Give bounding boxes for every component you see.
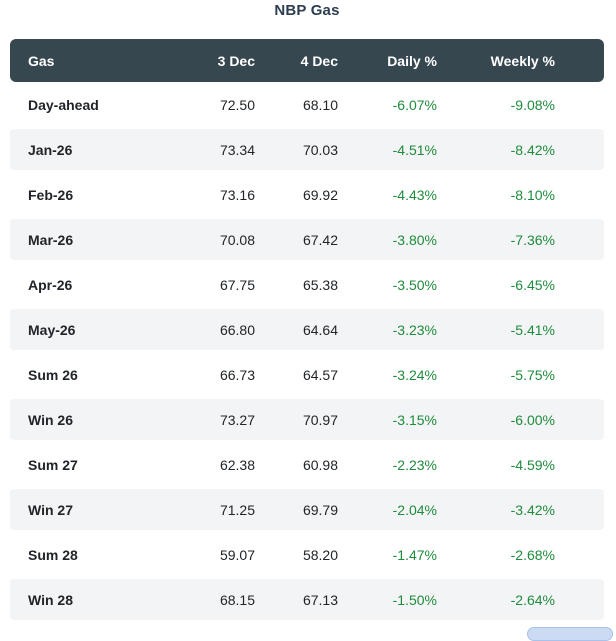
- cell-value: -9.08%: [510, 96, 555, 113]
- cell-value: 66.80: [219, 321, 255, 338]
- cell-value: -1.47%: [392, 546, 437, 563]
- row-label: Win 26: [28, 411, 73, 428]
- cell-value: 69.79: [302, 501, 338, 518]
- cell-value: 64.57: [302, 366, 338, 383]
- table-row: Feb-26 73.16 69.92 -4.43% -8.10%: [10, 172, 604, 217]
- table-row: Sum 27 62.38 60.98 -2.23% -4.59%: [10, 442, 604, 487]
- row-label: Sum 26: [28, 366, 78, 383]
- row-label: Day-ahead: [28, 96, 99, 113]
- cell-value: 73.27: [219, 411, 255, 428]
- cell-value: 70.03: [302, 141, 338, 158]
- cell-value: -4.43%: [392, 186, 437, 203]
- table-row: Apr-26 67.75 65.38 -3.50% -6.45%: [10, 262, 604, 307]
- cell-value: 67.42: [302, 231, 338, 248]
- cell-value: -2.68%: [510, 546, 555, 563]
- row-label: Win 28: [28, 591, 73, 608]
- cell-value: -2.23%: [392, 456, 437, 473]
- cell-value: 68.10: [302, 96, 338, 113]
- cell-value: -3.42%: [510, 501, 555, 518]
- cell-value: 73.34: [219, 141, 255, 158]
- cell-value: -2.04%: [392, 501, 437, 518]
- row-label: May-26: [28, 321, 76, 338]
- cell-value: 59.07: [219, 546, 255, 563]
- cell-value: 70.08: [219, 231, 255, 248]
- row-label: Sum 28: [28, 546, 78, 563]
- table-row: Day-ahead 72.50 68.10 -6.07% -9.08%: [10, 82, 604, 127]
- cell-value: 65.38: [302, 276, 338, 293]
- row-label: Win 27: [28, 501, 73, 518]
- cell-value: -3.23%: [392, 321, 437, 338]
- price-table-body: Day-ahead 72.50 68.10 -6.07% -9.08% Jan-26 73.…: [10, 82, 604, 622]
- cell-value: -3.80%: [392, 231, 437, 248]
- table-row: Mar-26 70.08 67.42 -3.80% -7.36%: [10, 217, 604, 262]
- partial-bottom-button[interactable]: [527, 627, 613, 641]
- cell-value: 69.92: [302, 186, 338, 203]
- row-label: Sum 27: [28, 456, 78, 473]
- cell-value: 64.64: [302, 321, 338, 338]
- cell-value: -5.75%: [510, 366, 555, 383]
- cell-value: 60.98: [302, 456, 338, 473]
- cell-value: 72.50: [219, 96, 255, 113]
- cell-value: 62.38: [219, 456, 255, 473]
- cell-value: -6.45%: [510, 276, 555, 293]
- table-header-row: Gas 3 Dec 4 Dec Daily % Weekly %: [10, 39, 604, 82]
- cell-value: 67.75: [219, 276, 255, 293]
- column-header-3-dec: 3 Dec: [217, 52, 255, 69]
- column-header-gas: Gas: [28, 52, 55, 69]
- column-header-daily-: Daily %: [387, 52, 437, 69]
- table-row: Win 26 73.27 70.97 -3.15% -6.00%: [10, 397, 604, 442]
- page-title: NBP Gas: [274, 2, 340, 19]
- cell-value: 66.73: [219, 366, 255, 383]
- table-row: Win 27 71.25 69.79 -2.04% -3.42%: [10, 487, 604, 532]
- table-row: May-26 66.80 64.64 -3.23% -5.41%: [10, 307, 604, 352]
- cell-value: -8.42%: [510, 141, 555, 158]
- table-row: Sum 26 66.73 64.57 -3.24% -5.75%: [10, 352, 604, 397]
- cell-value: -4.51%: [392, 141, 437, 158]
- row-label: Mar-26: [28, 231, 74, 248]
- cell-value: 68.15: [219, 591, 255, 608]
- row-label: Apr-26: [28, 276, 73, 293]
- cell-value: -6.07%: [392, 96, 437, 113]
- table-row: Win 28 68.15 67.13 -1.50% -2.64%: [10, 577, 604, 622]
- cell-value: 58.20: [302, 546, 338, 563]
- cell-value: -8.10%: [510, 186, 555, 203]
- table-row: Sum 28 59.07 58.20 -1.47% -2.68%: [10, 532, 604, 577]
- table-row: Jan-26 73.34 70.03 -4.51% -8.42%: [10, 127, 604, 172]
- cell-value: 70.97: [302, 411, 338, 428]
- cell-value: 73.16: [219, 186, 255, 203]
- column-header-4-dec: 4 Dec: [300, 52, 338, 69]
- price-table: Gas 3 Dec 4 Dec Daily % Weekly % Day-ahead 72…: [10, 39, 604, 622]
- cell-value: -3.15%: [392, 411, 437, 428]
- cell-value: -2.64%: [510, 591, 555, 608]
- cell-value: 67.13: [302, 591, 338, 608]
- cell-value: -4.59%: [510, 456, 555, 473]
- cell-value: -1.50%: [392, 591, 437, 608]
- cell-value: -3.50%: [392, 276, 437, 293]
- cell-value: -3.24%: [392, 366, 437, 383]
- cell-value: -6.00%: [510, 411, 555, 428]
- cell-value: -7.36%: [510, 231, 555, 248]
- row-label: Jan-26: [28, 141, 73, 158]
- cell-value: 71.25: [219, 501, 255, 518]
- cell-value: -5.41%: [510, 321, 555, 338]
- row-label: Feb-26: [28, 186, 74, 203]
- column-header-weekly-: Weekly %: [490, 52, 555, 69]
